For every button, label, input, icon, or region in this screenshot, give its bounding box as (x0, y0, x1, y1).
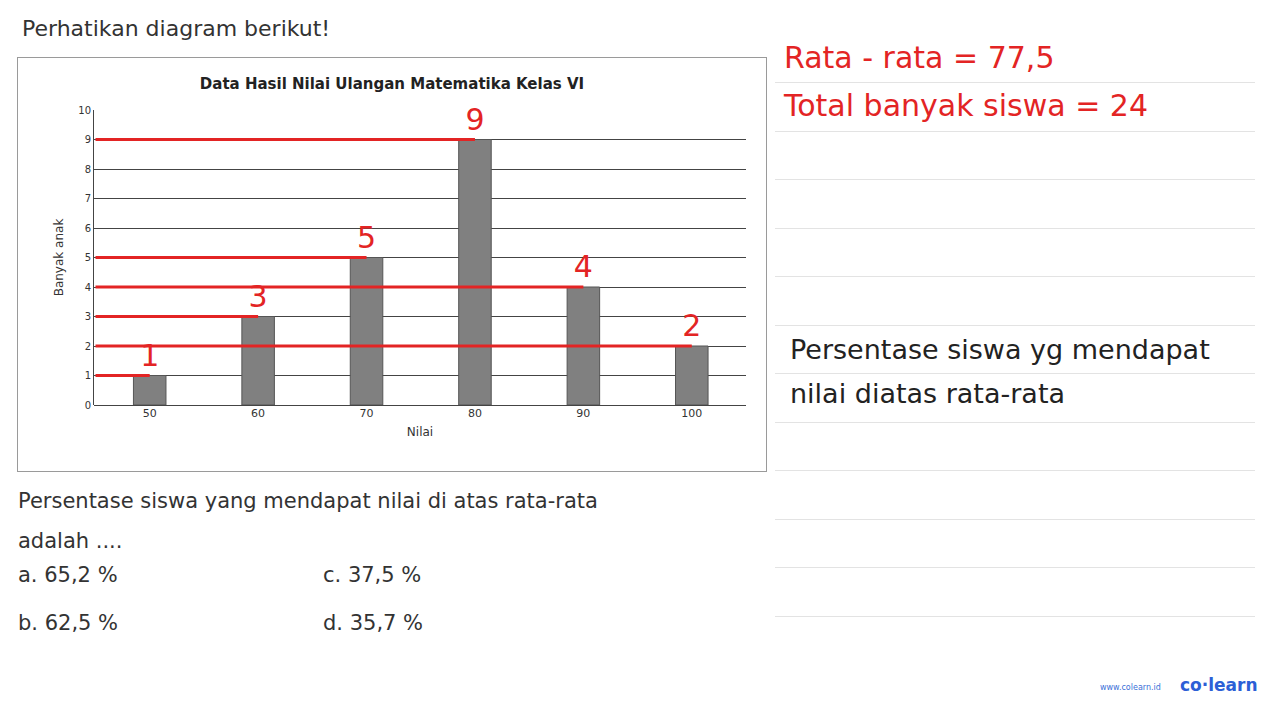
svg-text:100: 100 (681, 407, 702, 420)
svg-text:9: 9 (85, 134, 91, 145)
html-text:adalah ....: adalah .... (18, 529, 123, 553)
svg-text:10: 10 (78, 105, 91, 116)
svg-text:1: 1 (85, 370, 91, 381)
svg-text:70: 70 (360, 407, 374, 420)
html-text:co·learn: co·learn (1180, 675, 1258, 695)
svg-text:Nilai: Nilai (407, 425, 433, 439)
svg-text:6: 6 (85, 223, 91, 234)
svg-text:3: 3 (249, 279, 268, 314)
svg-text:0: 0 (85, 400, 91, 411)
svg-text:50: 50 (143, 407, 157, 420)
html-text:Persentase siswa yg mendapat: Persentase siswa yg mendapat (790, 334, 1210, 365)
svg-text:3: 3 (85, 311, 91, 322)
html-text:c. 37,5 %: c. 37,5 % (323, 563, 422, 587)
svg-text:2: 2 (85, 341, 91, 352)
svg-text:8: 8 (85, 164, 91, 175)
svg-text:80: 80 (468, 407, 482, 420)
html-text:www.colearn.id: www.colearn.id (1100, 683, 1161, 692)
svg-text:5: 5 (357, 220, 376, 255)
svg-text:60: 60 (251, 407, 265, 420)
html-text:Rata - rata = 77,5: Rata - rata = 77,5 (784, 40, 1055, 75)
svg-text:9: 9 (465, 102, 484, 137)
html-text:d. 35,7 %: d. 35,7 % (323, 611, 424, 635)
svg-text:4: 4 (574, 249, 593, 284)
svg-text:2: 2 (682, 308, 701, 343)
html-text:Total banyak siswa = 24: Total banyak siswa = 24 (784, 88, 1148, 123)
svg-text:5: 5 (85, 252, 91, 263)
html-text:Perhatikan diagram berikut!: Perhatikan diagram berikut! (22, 16, 331, 41)
html-text:Persentase siswa yang mendapat: Persentase siswa yang mendapat nilai di … (18, 489, 598, 513)
html-text:a. 65,2 %: a. 65,2 % (18, 563, 118, 587)
html-text:nilai diatas rata-rata: nilai diatas rata-rata (790, 378, 1065, 409)
html-text:b. 62,5 %: b. 62,5 % (18, 611, 119, 635)
svg-text:90: 90 (576, 407, 590, 420)
svg-text:7: 7 (85, 193, 91, 204)
svg-text:Banyak anak: Banyak anak (52, 219, 66, 297)
svg-text:Data Hasil Nilai Ulangan Matem: Data Hasil Nilai Ulangan Matematika Kela… (200, 75, 584, 93)
svg-text:4: 4 (85, 282, 91, 293)
svg-text:1: 1 (140, 338, 159, 373)
